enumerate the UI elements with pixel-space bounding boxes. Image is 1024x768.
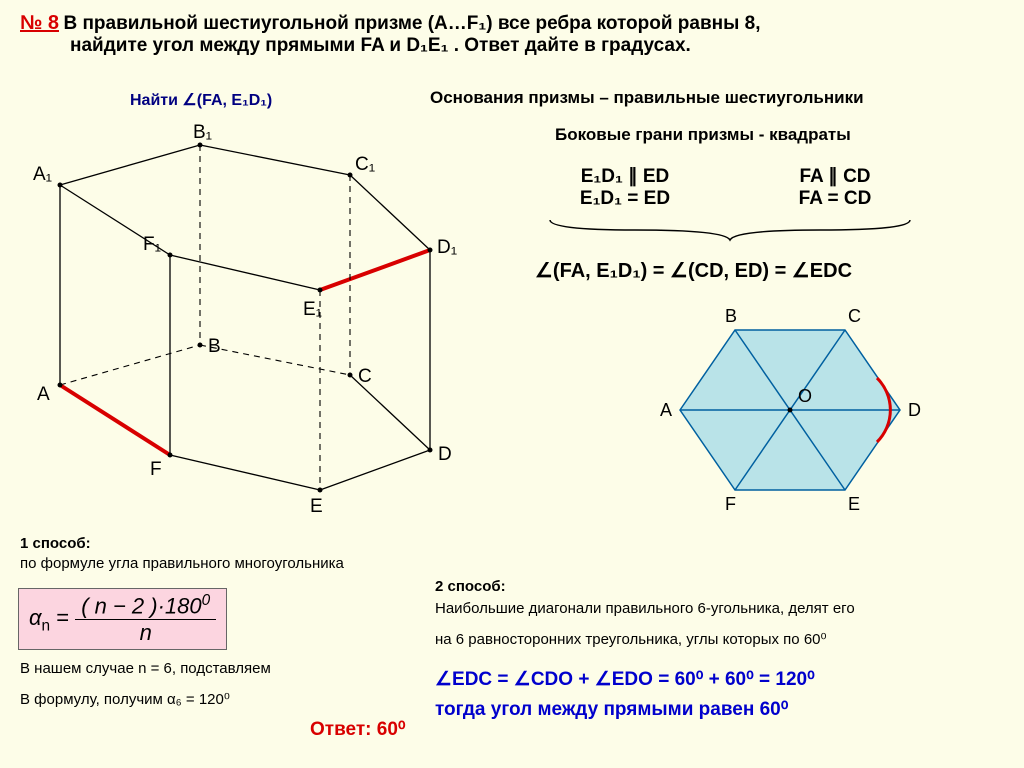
lbl-A: A: [37, 384, 50, 405]
lbl-D: D: [438, 444, 452, 465]
method1-note2: В формулу, получим α₆ = 120⁰: [20, 690, 230, 708]
formula-box: αn = ( n − 2 )·1800 n: [18, 588, 227, 650]
rel2a: FA ∥ CD: [775, 165, 895, 188]
lbl-B1: B₁: [193, 122, 212, 143]
answer-value: 60⁰: [377, 719, 406, 740]
title-line2: найдите угол между прямыми FA и D₁E₁ . О…: [70, 35, 1000, 57]
method2-l1: Наибольшие диагонали правильного 6-уголь…: [435, 600, 855, 617]
svg-text:C: C: [848, 306, 861, 326]
brace-icon: [540, 215, 920, 245]
bases-note: Основания призмы – правильные шестиуголь…: [430, 88, 864, 108]
svg-text:O: O: [798, 386, 812, 406]
lbl-A1: A₁: [33, 164, 52, 185]
lbl-F1: F₁: [143, 234, 161, 255]
method2-title: 2 способ:: [435, 578, 506, 595]
rel2b: FA = CD: [775, 188, 895, 210]
lbl-D1: D₁: [437, 237, 457, 258]
method1-note1: В нашем случае n = 6, подставляем: [20, 660, 271, 677]
rel1b: E₁D₁ = ED: [555, 188, 695, 210]
svg-text:A: A: [660, 400, 672, 420]
method1-title: 1 способ:: [20, 535, 91, 552]
answer: Ответ: 60⁰: [310, 718, 406, 741]
lbl-C: C: [358, 366, 372, 387]
prism-diagram: A₁ B₁ C₁ D₁ E₁ F₁ A B C D E F: [15, 120, 465, 520]
answer-label: Ответ:: [310, 719, 371, 740]
rel1a: E₁D₁ ∥ ED: [555, 165, 695, 188]
method1-desc: по формуле угла правильного многоугольни…: [20, 555, 344, 572]
method2-l2: на 6 равносторонних треугольника, углы к…: [435, 630, 827, 648]
method2-eq: ∠EDC = ∠CDO + ∠EDO = 60⁰ + 60⁰ = 120⁰: [435, 668, 815, 691]
lbl-B: B: [208, 336, 221, 357]
problem-number: № 8: [20, 12, 59, 34]
lbl-E: E: [310, 496, 323, 517]
lbl-E1: E₁: [303, 299, 322, 320]
title-line1: В правильной шестиугольной призме (A…F₁)…: [63, 13, 760, 34]
svg-text:F: F: [725, 494, 736, 514]
problem-header: № 8 В правильной шестиугольной призме (A…: [20, 12, 1000, 57]
rel1: E₁D₁ ∥ ED E₁D₁ = ED: [555, 165, 695, 210]
svg-text:E: E: [848, 494, 860, 514]
find-label: Найти ∠(FA, E₁D₁): [130, 90, 272, 110]
method2-concl: тогда угол между прямыми равен 60⁰: [435, 698, 788, 721]
svg-text:D: D: [908, 400, 921, 420]
lbl-C1: C₁: [355, 154, 375, 175]
hexagon-diagram: A B C D E F O: [620, 300, 950, 530]
svg-text:B: B: [725, 306, 737, 326]
angle-equivalence: ∠(FA, E₁D₁) = ∠(CD, ED) = ∠EDC: [535, 258, 852, 283]
rel2: FA ∥ CD FA = CD: [775, 165, 895, 210]
lbl-F: F: [150, 459, 162, 480]
faces-note: Боковые грани призмы - квадраты: [555, 125, 851, 145]
